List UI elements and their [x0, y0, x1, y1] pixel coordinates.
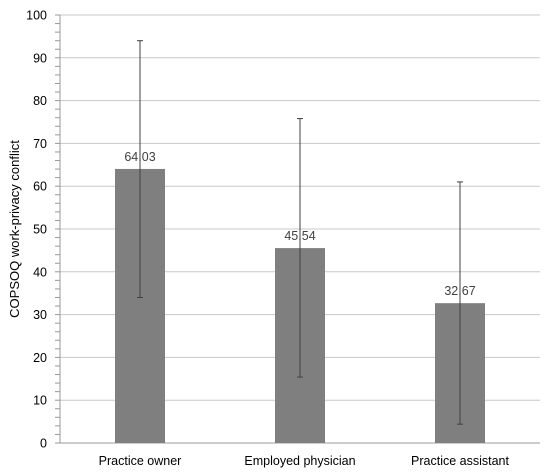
x-category-label: Practice assistant [411, 454, 509, 468]
data-label: 64.03 [124, 150, 155, 164]
y-tick-label: 70 [33, 137, 47, 151]
y-tick-label: 40 [33, 265, 47, 279]
x-category-label: Practice owner [99, 454, 182, 468]
error-bars [137, 40, 463, 425]
y-tick-label: 80 [33, 94, 47, 108]
y-tick-label: 30 [33, 308, 47, 322]
x-category-label: Employed physician [244, 454, 355, 468]
y-axis-title: COPSOQ work-privacy conflict [7, 140, 22, 318]
data-label: 32.67 [444, 284, 475, 298]
y-tick-label: 20 [33, 351, 47, 365]
y-tick-label: 90 [33, 51, 47, 65]
y-tick-label: 50 [33, 223, 47, 237]
y-tick-label: 10 [33, 394, 47, 408]
data-label: 45.54 [284, 229, 315, 243]
y-tick-label: 60 [33, 180, 47, 194]
labels: 0 10 20 30 40 50 60 70 80 90 100 64.03 Practice owne… [26, 9, 509, 469]
y-tick-label: 100 [26, 9, 47, 23]
y-tick-label: 0 [40, 437, 47, 451]
